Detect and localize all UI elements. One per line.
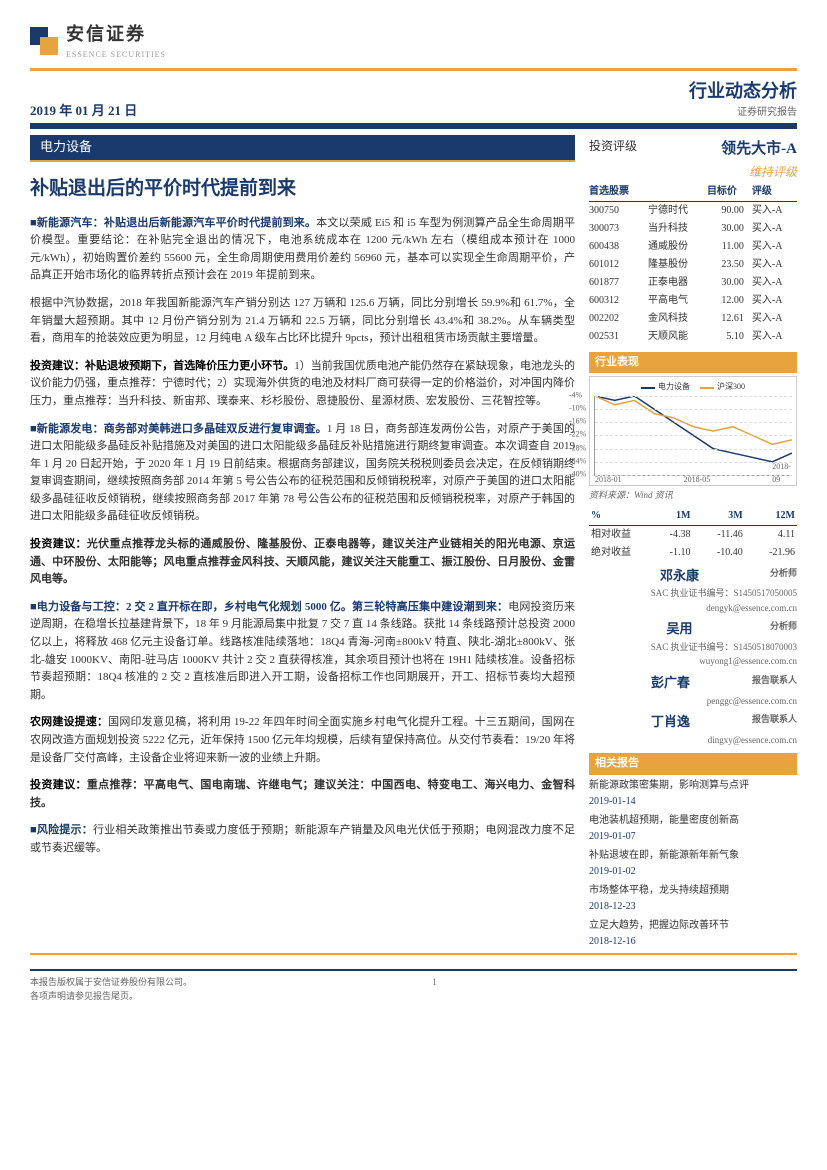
para-7-lead: 农网建设提速： xyxy=(30,716,108,728)
legend-item: 电力设备 xyxy=(641,381,690,394)
table-row: 600312平高电气12.00买入-A xyxy=(589,292,797,310)
para-4-lead: ■新能源发电：商务部对美韩进口多晶硅双反进行复审调查。 xyxy=(30,423,327,435)
footer-line1: 本报告版权属于安信证券股份有限公司。 xyxy=(30,975,192,989)
para-5: 投资建议：光伏重点推荐龙头标的通威股份、隆基股份、正泰电器等，建议关注产业链相关… xyxy=(30,536,575,589)
para-7-body: 国网印发意见稿，将利用 19-22 年四年时间全面实施乡村电气化提升工程。十三五… xyxy=(30,716,575,763)
page-title: 补贴退出后的平价时代提前到来 xyxy=(30,174,575,204)
table-row: 300073当升科技30.00买入-A xyxy=(589,220,797,238)
reports-title: 相关报告 xyxy=(589,753,797,775)
para-6: ■电力设备与工控：2 交 2 直开标在即，乡村电气化规划 5000 亿。第三轮特… xyxy=(30,599,575,705)
para-2: 根据中汽协数据，2018 年我国新能源汽车产销分别达 127 万辆和 125.6… xyxy=(30,295,575,348)
logo-icon xyxy=(30,27,58,55)
related-reports: 新能源政策密集期，影响测算与点评2019-01-14电池装机超预期，能量密度创新… xyxy=(589,778,797,950)
table-row: 601877正泰电器30.00买入-A xyxy=(589,274,797,292)
table-row: 601012隆基股份23.50买入-A xyxy=(589,256,797,274)
table-row: 绝对收益-1.10-10.40-21.96 xyxy=(589,544,797,562)
para-8-lead: 投资建议： xyxy=(30,779,87,791)
rating-value: 领先大市-A xyxy=(721,137,797,161)
stocks-hdr-code: 首选股票 xyxy=(589,183,648,202)
para-9-lead: ■风险提示： xyxy=(30,824,93,836)
performance-chart: 电力设备沪深300 -4%-10%-16%-22%-28%-34%-40%201… xyxy=(589,376,797,486)
para-9: ■风险提示：行业相关政策推出节奏或力度低于预期；新能源车产销量及风电光伏低于预期… xyxy=(30,822,575,857)
report-item: 补贴退坡在即，新能源新年新气象2019-01-02 xyxy=(589,848,797,880)
page-number: 1 xyxy=(192,975,677,1004)
para-8-body: 重点推荐：平高电气、国电南瑞、许继电气；建议关注：中国西电、特变电工、海兴电力、… xyxy=(30,779,575,809)
report-item: 电池装机超预期，能量密度创新高2019-01-07 xyxy=(589,813,797,845)
main-column: 电力设备 补贴退出后的平价时代提前到来 ■新能源汽车：补贴退出后新能源汽车平价时… xyxy=(30,135,575,952)
table-row: 300750宁德时代90.00买入-A xyxy=(589,201,797,220)
sector-label: 电力设备 xyxy=(30,135,575,162)
para-1-lead: ■新能源汽车：补贴退出后新能源汽车平价时代提前到来。 xyxy=(30,217,316,229)
table-row: 600438通威股份11.00买入-A xyxy=(589,238,797,256)
para-4-body: 1 月 18 日，商务部连发两份公告，对原产于美国的进口太阳能级多晶硅反补贴措施… xyxy=(30,423,575,523)
company-name: 安信证券 xyxy=(66,20,166,49)
company-name-en: ESSENCE SECURITIES xyxy=(66,49,166,62)
table-row: 002531天顺风能5.10买入-A xyxy=(589,328,797,346)
para-8: 投资建议：重点推荐：平高电气、国电南瑞、许继电气；建议关注：中国西电、特变电工、… xyxy=(30,777,575,812)
doc-subtype: 证券研究报告 xyxy=(689,105,797,121)
stocks-hdr-name xyxy=(648,183,707,202)
para-5-body: 光伏重点推荐龙头标的通威股份、隆基股份、正泰电器等，建议关注产业链相关的阳光电源… xyxy=(30,538,575,585)
para-5-lead: 投资建议： xyxy=(30,538,87,550)
rating-label: 投资评级 xyxy=(589,137,637,161)
analyst: 彭广春报告联系人penggc@essence.com.cn xyxy=(589,673,797,708)
perf-title: 行业表现 xyxy=(589,352,797,374)
rating-sub: 维持评级 xyxy=(589,163,797,182)
doc-type: 行业动态分析 xyxy=(689,77,797,106)
para-6-body: 电网投资历来逆周期，在稳增长拉基建背景下，18 年 9 月能源局集中批复 7 交… xyxy=(30,601,575,701)
para-1: ■新能源汽车：补贴退出后新能源汽车平价时代提前到来。本文以荣威 Ei5 和 i5… xyxy=(30,215,575,285)
header: 安信证券 ESSENCE SECURITIES xyxy=(30,20,797,62)
para-7: 农网建设提速：国网印发意见稿，将利用 19-22 年四年时间全面实施乡村电气化提… xyxy=(30,714,575,767)
table-row: 002202金风科技12.61买入-A xyxy=(589,310,797,328)
report-item: 市场整体平稳，龙头持续超预期2018-12-23 xyxy=(589,883,797,915)
chart-source: 资料来源：Wind 资讯 xyxy=(589,488,797,502)
perf-table: %1M3M12M 相对收益-4.38-11.464.11绝对收益-1.10-10… xyxy=(589,507,797,562)
sidebar: 投资评级 领先大市-A 维持评级 首选股票 目标价 评级 300750宁德时代9… xyxy=(589,135,797,952)
para-9-body: 行业相关政策推出节奏或力度低于预期；新能源车产销量及风电光伏低于预期；电网混改力… xyxy=(30,824,575,854)
stocks-table: 首选股票 目标价 评级 300750宁德时代90.00买入-A300073当升科… xyxy=(589,183,797,346)
analyst: 吴用分析师SAC 执业证书编号：S1450518070003wuyong1@es… xyxy=(589,619,797,669)
stocks-hdr-rating: 评级 xyxy=(752,183,797,202)
analysts: 邓永康分析师SAC 执业证书编号：S1450517050005dengyk@es… xyxy=(589,566,797,748)
report-item: 立足大趋势，把握边际改善环节2018-12-16 xyxy=(589,918,797,950)
para-3-lead: 投资建议：补贴退坡预期下，首选降价压力更小环节。 xyxy=(30,360,294,372)
analyst: 丁肖逸报告联系人dingxy@essence.com.cn xyxy=(589,712,797,747)
para-3: 投资建议：补贴退坡预期下，首选降价压力更小环节。1）当前我国优质电池产能仍然存在… xyxy=(30,358,575,411)
para-4: ■新能源发电：商务部对美韩进口多晶硅双反进行复审调查。1 月 18 日，商务部连… xyxy=(30,421,575,527)
para-6-lead: ■电力设备与工控：2 交 2 直开标在即，乡村电气化规划 5000 亿。第三轮特… xyxy=(30,601,508,613)
report-item: 新能源政策密集期，影响测算与点评2019-01-14 xyxy=(589,778,797,810)
divider xyxy=(30,953,797,955)
footer: 本报告版权属于安信证券股份有限公司。 各项声明请参见报告尾页。 1 xyxy=(30,969,797,1004)
footer-line2: 各项声明请参见报告尾页。 xyxy=(30,989,192,1003)
divider xyxy=(30,68,797,71)
analyst: 邓永康分析师SAC 执业证书编号：S1450517050005dengyk@es… xyxy=(589,566,797,616)
report-date: 2019 年 01 月 21 日 xyxy=(30,101,137,122)
stocks-hdr-tgt: 目标价 xyxy=(707,183,752,202)
table-row: 相对收益-4.38-11.464.11 xyxy=(589,525,797,544)
legend-item: 沪深300 xyxy=(700,381,745,394)
